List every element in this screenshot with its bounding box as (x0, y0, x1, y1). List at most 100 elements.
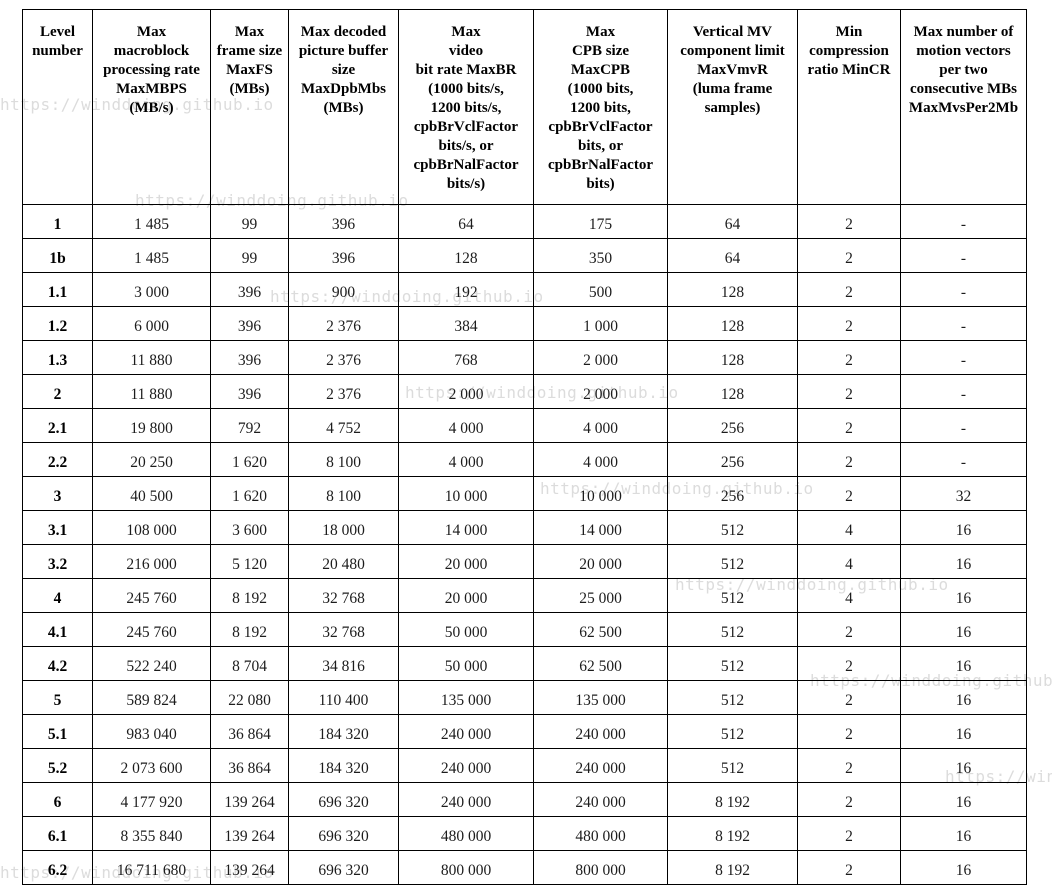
value-cell: 128 (398, 238, 534, 273)
value-cell: 900 (288, 272, 399, 307)
level-number-cell: 2.1 (22, 408, 93, 443)
column-header: Max video bit rate MaxBR (1000 bits/s, 1… (398, 9, 534, 205)
value-cell: 2 (797, 816, 901, 851)
value-cell: 50 000 (398, 612, 534, 647)
level-number-cell: 5.1 (22, 714, 93, 749)
value-cell: 2 (797, 680, 901, 715)
value-cell: 240 000 (533, 782, 668, 817)
level-number-cell: 1.3 (22, 340, 93, 375)
value-cell: 2 073 600 (92, 748, 211, 783)
value-cell: 32 768 (288, 578, 399, 613)
value-cell: 4 (797, 578, 901, 613)
value-cell: - (900, 340, 1027, 375)
value-cell: 2 (797, 442, 901, 477)
value-cell: 135 000 (533, 680, 668, 715)
level-number-cell: 1b (22, 238, 93, 273)
level-number-cell: 1.1 (22, 272, 93, 307)
value-cell: 1 000 (533, 306, 668, 341)
value-cell: - (900, 408, 1027, 443)
value-cell: 1 485 (92, 204, 211, 239)
value-cell: 512 (667, 646, 798, 681)
table-row: 4.2 522 240 8 704 34 816 50 000 62 500 512 2 16 (22, 646, 1027, 681)
value-cell: 4 752 (288, 408, 399, 443)
level-number-cell: 3 (22, 476, 93, 511)
value-cell: 64 (398, 204, 534, 239)
level-number-cell: 4 (22, 578, 93, 613)
value-cell: 522 240 (92, 646, 211, 681)
table-row: 6.1 8 355 840 139 264 696 320 480 000 480 000… (22, 816, 1027, 851)
value-cell: 396 (288, 238, 399, 273)
level-number-cell: 6.1 (22, 816, 93, 851)
table-row: 3 40 500 1 620 8 100 10 000 10 000 256 2 32 (22, 476, 1027, 511)
table-row: 1b 1 485 99 396 128 350 64 2- (22, 238, 1027, 273)
table-row: 1.2 6 000 396 2 376 384 1 000 128 2- (22, 306, 1027, 341)
value-cell: 11 880 (92, 374, 211, 409)
level-number-cell: 1 (22, 204, 93, 239)
value-cell: 16 (900, 680, 1027, 715)
value-cell: 2 (797, 238, 901, 273)
value-cell: 8 192 (210, 612, 289, 647)
value-cell: 32 (900, 476, 1027, 511)
value-cell: 2 (797, 204, 901, 239)
h264-level-limits-table: Level number Max macroblock processing ra… (22, 9, 1027, 885)
value-cell: 4 (797, 510, 901, 545)
value-cell: 128 (667, 272, 798, 307)
table-row: 4.1 245 760 8 192 32 768 50 000 62 500 512 2 16 (22, 612, 1027, 647)
value-cell: 589 824 (92, 680, 211, 715)
level-number-cell: 5 (22, 680, 93, 715)
value-cell: 16 (900, 850, 1027, 885)
value-cell: 3 000 (92, 272, 211, 307)
value-cell: 20 000 (398, 578, 534, 613)
value-cell: 50 000 (398, 646, 534, 681)
level-number-cell: 6.2 (22, 850, 93, 885)
value-cell: 512 (667, 748, 798, 783)
value-cell: 20 480 (288, 544, 399, 579)
column-header: Vertical MV component limit MaxVmvR (lum… (667, 9, 798, 205)
value-cell: 11 880 (92, 340, 211, 375)
table-row: 6.2 16 711 680 139 264 696 320 800 000 800 00… (22, 850, 1027, 885)
value-cell: 32 768 (288, 612, 399, 647)
level-number-cell: 4.2 (22, 646, 93, 681)
value-cell: 4 000 (533, 408, 668, 443)
value-cell: 10 000 (398, 476, 534, 511)
level-number-cell: 6 (22, 782, 93, 817)
value-cell: 16 (900, 510, 1027, 545)
value-cell: 16 (900, 612, 1027, 647)
value-cell: 20 250 (92, 442, 211, 477)
value-cell: 1 485 (92, 238, 211, 273)
value-cell: 240 000 (398, 748, 534, 783)
column-header: Max macroblock processing rate MaxMBPS (… (92, 9, 211, 205)
value-cell: - (900, 238, 1027, 273)
value-cell: 2 (797, 646, 901, 681)
value-cell: 8 100 (288, 476, 399, 511)
value-cell: 2 376 (288, 306, 399, 341)
value-cell: 36 864 (210, 714, 289, 749)
value-cell: 2 (797, 748, 901, 783)
value-cell: 139 264 (210, 782, 289, 817)
value-cell: 16 (900, 782, 1027, 817)
value-cell: 512 (667, 544, 798, 579)
value-cell: 800 000 (533, 850, 668, 885)
value-cell: 25 000 (533, 578, 668, 613)
value-cell: 696 320 (288, 782, 399, 817)
value-cell: 240 000 (398, 714, 534, 749)
value-cell: 8 355 840 (92, 816, 211, 851)
value-cell: 245 760 (92, 578, 211, 613)
value-cell: 792 (210, 408, 289, 443)
value-cell: 128 (667, 374, 798, 409)
value-cell: 800 000 (398, 850, 534, 885)
value-cell: - (900, 374, 1027, 409)
value-cell: 1 620 (210, 442, 289, 477)
level-number-cell: 2.2 (22, 442, 93, 477)
value-cell: 240 000 (533, 748, 668, 783)
column-header: Max CPB size MaxCPB (1000 bits, 1200 bit… (533, 9, 668, 205)
value-cell: 512 (667, 680, 798, 715)
value-cell: - (900, 204, 1027, 239)
column-header: Max decoded picture buffer size MaxDpbMb… (288, 9, 399, 205)
value-cell: 2 000 (398, 374, 534, 409)
value-cell: 396 (210, 306, 289, 341)
value-cell: 240 000 (533, 714, 668, 749)
value-cell: 2 (797, 340, 901, 375)
